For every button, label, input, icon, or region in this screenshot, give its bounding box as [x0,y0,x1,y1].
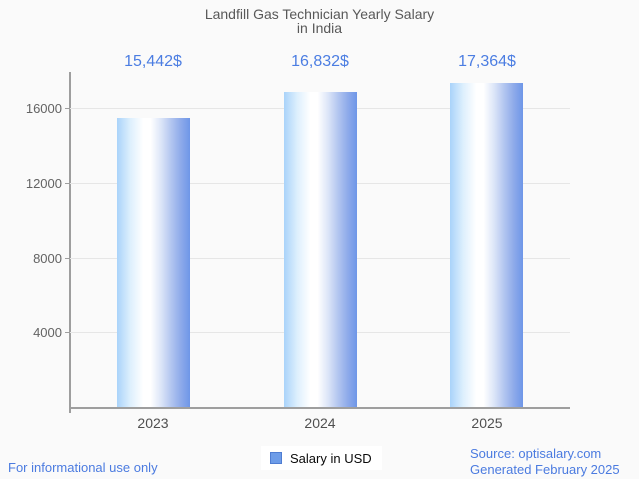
y-axis-label: 4000 [33,325,62,340]
x-axis-label: 2025 [471,415,503,431]
bar-2023 [117,118,190,407]
generated-date: Generated February 2025 [470,461,620,477]
bar-2025 [450,83,523,407]
bar-value-label: 17,364$ [458,53,516,70]
bar-value-label: 16,832$ [291,53,349,70]
disclaimer-text: For informational use only [8,460,158,475]
x-axis-line [69,407,570,409]
x-axis-label: 2023 [137,415,169,431]
y-axis-label: 12000 [25,176,62,191]
y-axis-line [69,72,71,408]
chart-title-line-2: in India [296,20,343,36]
bar-2024 [284,92,357,407]
y-axis-tick [65,258,70,259]
source-block: Source: optisalary.com Generated Februar… [470,446,620,477]
y-axis-label: 16000 [25,101,62,116]
bar-value-label: 15,442$ [124,53,182,70]
source-link[interactable]: Source: optisalary.com [470,446,602,461]
legend-swatch-icon [270,452,282,464]
y-axis-tick [65,108,70,109]
y-axis-tick [65,183,70,184]
chart-title: Landfill Gas Technician Yearly Salary in… [0,7,639,35]
legend: Salary in USD [261,446,382,470]
legend-label: Salary in USD [290,450,372,466]
x-axis-label: 2024 [304,415,336,431]
x-axis-end-tick [69,409,71,413]
y-axis-label: 8000 [33,251,62,266]
chart-title-line-1: Landfill Gas Technician Yearly Salary [204,6,435,22]
y-axis-tick [65,332,70,333]
